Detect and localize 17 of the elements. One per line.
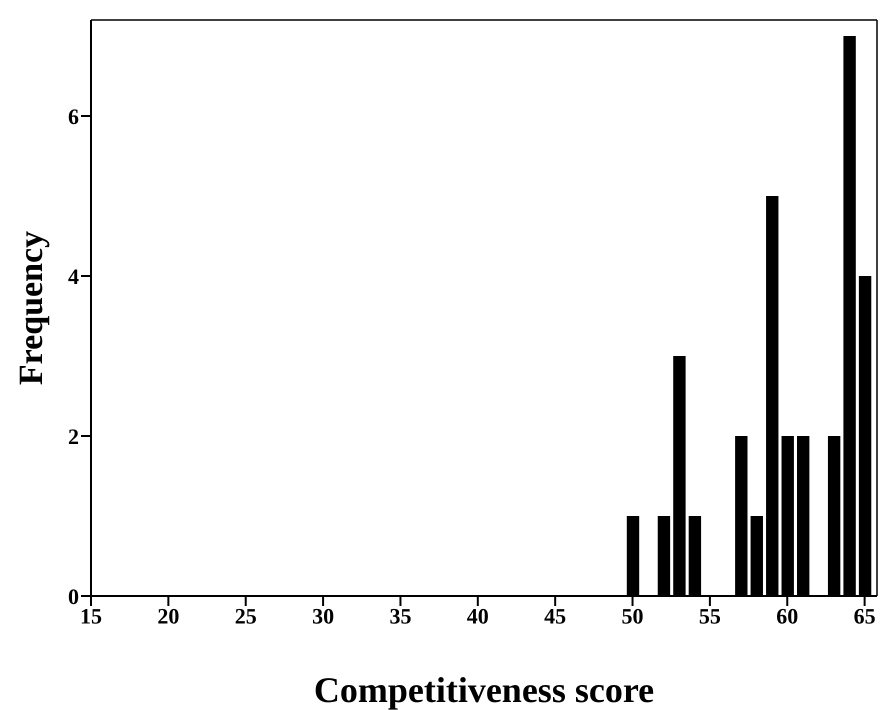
- x-axis-title: Competitiveness score: [314, 670, 654, 710]
- y-tick-label: 6: [68, 104, 79, 129]
- x-tick-label: 40: [466, 604, 489, 629]
- x-tick-label: 25: [234, 604, 257, 629]
- x-tick-label: 50: [622, 604, 644, 629]
- x-tick-label: 55: [698, 604, 721, 629]
- x-tick-label: 65: [854, 604, 876, 629]
- x-tick-label: 60: [776, 604, 798, 629]
- y-tick-label: 4: [68, 264, 79, 289]
- x-tick-label: 30: [312, 604, 334, 629]
- x-tick-label: 45: [544, 604, 566, 629]
- x-tick-label: 35: [389, 604, 412, 629]
- x-tick-label: 20: [157, 604, 180, 629]
- y-tick-label: 2: [68, 424, 79, 449]
- x-tick-label: 15: [80, 604, 102, 629]
- y-tick-label: 0: [68, 584, 79, 609]
- y-axis-title: Frequency: [13, 230, 50, 386]
